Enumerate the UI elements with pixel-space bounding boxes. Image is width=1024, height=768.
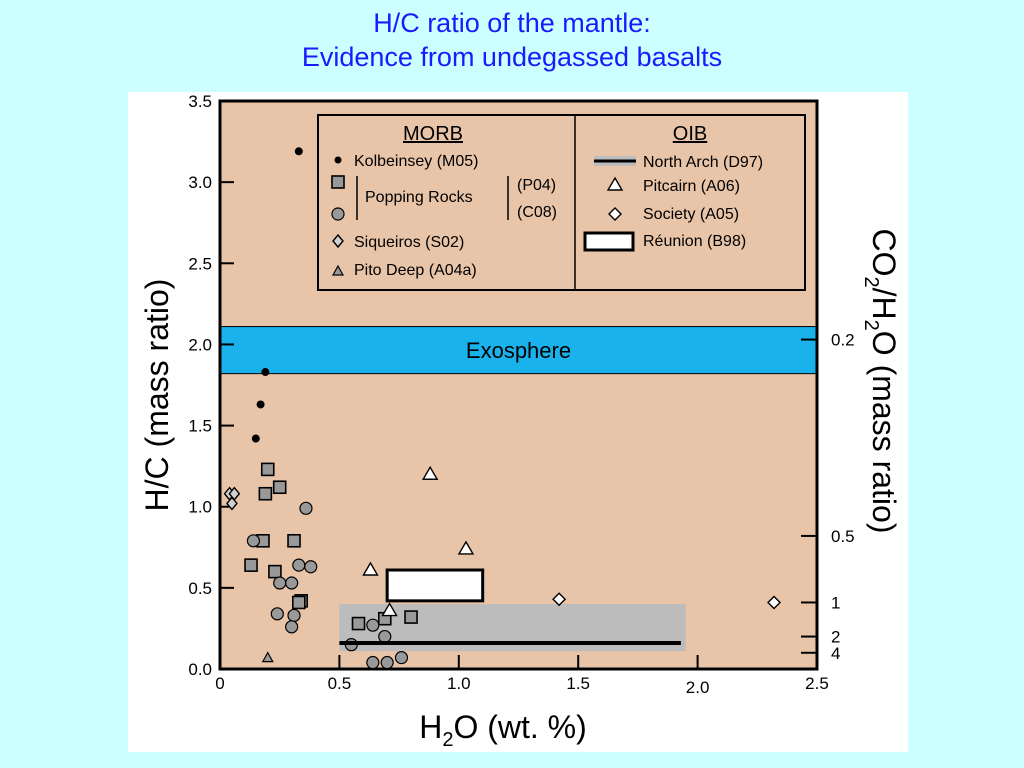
series-6-open-diamond-point [552, 592, 567, 607]
legend-society: Society (A05) [643, 206, 739, 223]
series-0-dot-point [251, 434, 260, 443]
x-axis-label-subscript: 2 [442, 729, 453, 751]
legend-box [317, 114, 806, 291]
y2-axis-label: CO2/H2O (mass ratio) [860, 229, 902, 534]
series-1-square-point [258, 486, 273, 501]
title-line-2: Evidence from undegassed basalts [301, 42, 723, 72]
exosphere-label: Exosphere [466, 338, 571, 363]
y2-tick-label: 0.5 [831, 527, 855, 546]
series-4-small-triangle-point [261, 651, 274, 663]
y-axis-label: H/C (mass ratio) [139, 279, 175, 512]
y-tick-label: 1.0 [188, 498, 212, 517]
legend-pitcairn: Pitcairn (A06) [643, 178, 740, 195]
legend-morb-header: MORB [403, 123, 463, 145]
slide-title: H/C ratio of the mantle: Evidence from u… [0, 6, 1024, 74]
x-tick-label: 1.5 [566, 674, 590, 693]
series-0-dot-point [261, 368, 270, 377]
y2-tick-label: 1 [831, 593, 840, 612]
x-tick-label: 2.0 [686, 678, 710, 697]
y-tick-label: 3.0 [188, 173, 212, 192]
y-tick-label: 0.5 [188, 579, 212, 598]
series-1-square-point [244, 558, 258, 572]
series-2-circle-point [304, 560, 318, 574]
legend-open-diamond-marker [608, 207, 622, 221]
series-1-square-point [260, 462, 275, 477]
series-2-circle-point [287, 608, 301, 623]
legend-siqueiros: Siqueiros (S02) [354, 234, 464, 251]
legend-pito-deep: Pito Deep (A04a) [354, 262, 477, 279]
y2-axis-label-part: O (mass ratio) [866, 331, 902, 534]
y2-axis-label-part: /H [866, 288, 902, 320]
legend-square-marker [331, 175, 345, 189]
series-1-square-point [404, 610, 418, 624]
y-tick-label: 0.0 [188, 660, 212, 679]
y-tick-label: 2.0 [188, 335, 212, 354]
series-2-circle-point [285, 620, 299, 634]
series-2-circle-point [292, 558, 306, 572]
series-3-diamond-point [226, 496, 238, 511]
y2-axis-label-part: 2 [860, 320, 882, 331]
legend-p04: (P04) [517, 177, 556, 194]
series-2-circle-point [273, 576, 287, 590]
series-2-circle-point [366, 655, 380, 670]
y-tick-label: 1.5 [188, 417, 212, 436]
x-tick-label: 2.5 [805, 674, 829, 693]
reunion-box [385, 568, 485, 603]
x-tick-label: 1.0 [447, 674, 471, 693]
series-5-triangle-point [381, 602, 398, 617]
series-0-dot-point [256, 400, 265, 409]
series-1-square-point [268, 564, 282, 579]
series-2-circle-point [270, 607, 284, 621]
x-tick-label: 0 [215, 674, 224, 693]
legend-c08: (C08) [517, 204, 557, 221]
series-2-circle-point [285, 576, 299, 590]
legend-triangle-marker [606, 176, 624, 191]
y2-axis-label-part: CO [866, 229, 902, 277]
series-1-square-point [292, 595, 306, 610]
series-5-triangle-point [457, 540, 475, 555]
series-1-square-point [287, 533, 301, 548]
legend-dot-marker [334, 156, 342, 164]
series-2-circle-point [246, 534, 261, 548]
legend-popping-rocks: Popping Rocks [365, 189, 473, 206]
legend-kolbeinsey: Kolbeinsey (M05) [354, 153, 479, 170]
legend-reunion: Réunion (B98) [643, 233, 746, 250]
y2-axis-label-part: 2 [860, 277, 882, 288]
series-2-circle-point [394, 651, 409, 665]
series-2-circle-point [378, 629, 392, 644]
exosphere-band [219, 326, 818, 375]
y2-tick-label: 4 [831, 644, 840, 663]
legend-oib-header: OIB [673, 123, 707, 145]
title-line-1: H/C ratio of the mantle: [373, 8, 651, 38]
legend-small-triangle-marker [331, 264, 345, 276]
series-5-triangle-point [362, 561, 379, 576]
legend-box-marker [583, 231, 635, 252]
x-axis-label: H2O (wt. %) [419, 709, 587, 751]
hc-ratio-chart: Exosphere 0.0 0.5 1.0 1.5 2.0 2.5 3.0 3.5 0 0.5 1.… [139, 92, 902, 751]
legend-north-arch: North Arch (D97) [643, 154, 763, 171]
y2-tick-label: 2 [831, 628, 840, 647]
y-tick-label: 3.5 [188, 92, 212, 111]
plot-frame [218, 99, 819, 671]
x-axis-label-rest: O (wt. %) [453, 709, 586, 745]
figure-panel: Exosphere 0.0 0.5 1.0 1.5 2.0 2.5 3.0 3.5 0 0.5 1.… [128, 92, 908, 752]
legend-circle-marker [331, 207, 345, 221]
y2-tick-label: 0.2 [831, 331, 855, 350]
series-2-circle-point [366, 618, 380, 632]
series-0-dot-point [294, 147, 303, 156]
x-axis-label-main: H [419, 709, 442, 745]
x-tick-label: 0.5 [328, 674, 352, 693]
series-1-square-point [272, 480, 287, 495]
series-5-triangle-point [421, 465, 439, 480]
series-2-circle-point [299, 501, 313, 515]
series-1-square-point [351, 616, 366, 631]
legend-diamond-marker [332, 233, 344, 249]
y-tick-label: 2.5 [188, 254, 212, 273]
series-2-circle-point [380, 655, 394, 670]
series-6-open-diamond-point [767, 595, 782, 610]
